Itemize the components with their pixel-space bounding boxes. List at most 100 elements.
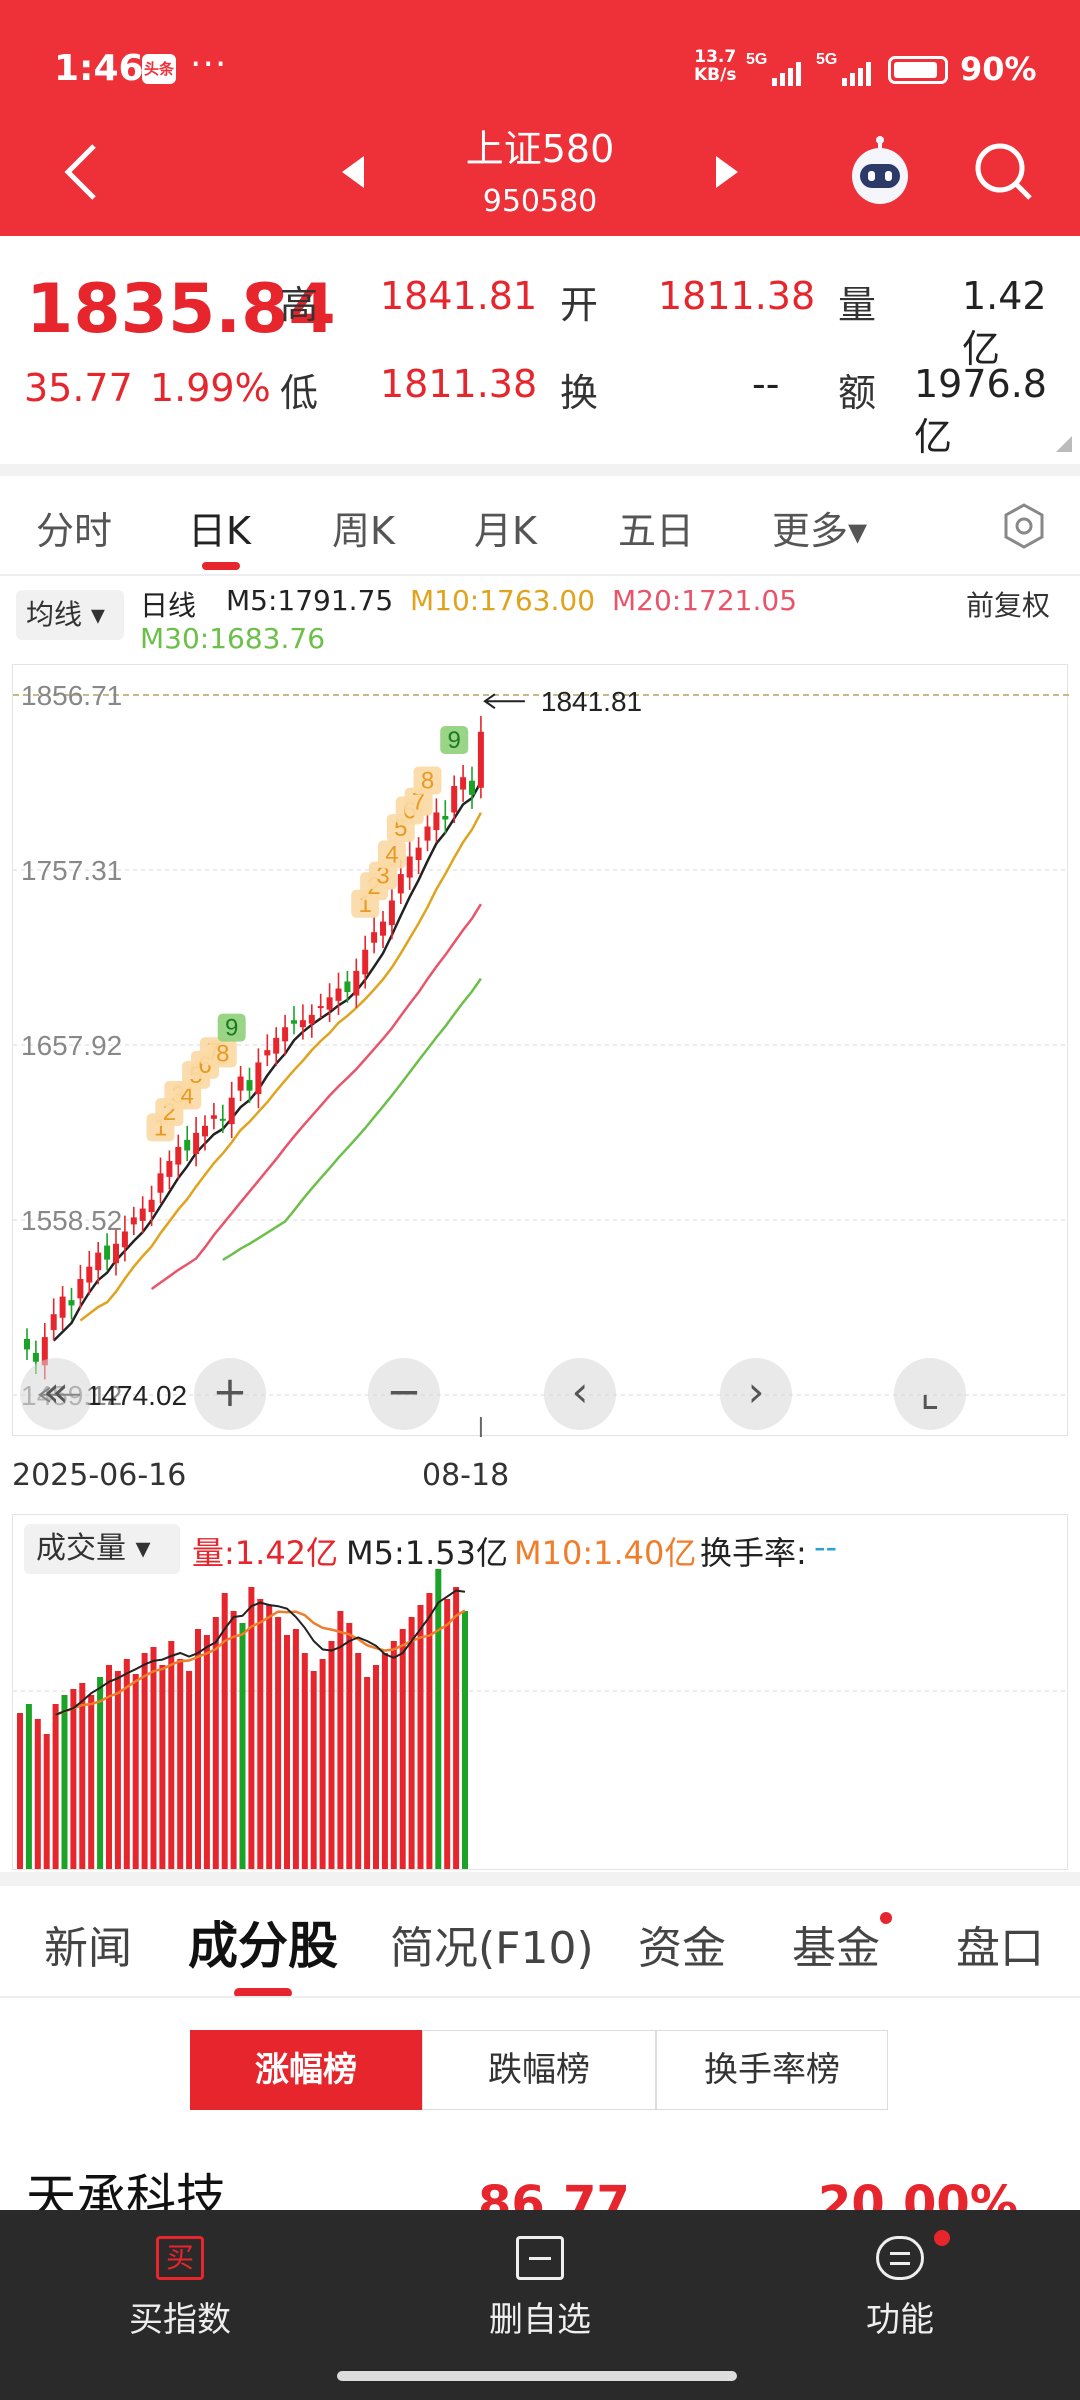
search-icon[interactable] (972, 140, 1036, 204)
robot-assistant-icon[interactable] (844, 136, 916, 208)
tab-fund[interactable]: 基金 (792, 1923, 880, 1974)
tab-funds-flow[interactable]: 资金 (638, 1923, 726, 1974)
candle (95, 1252, 102, 1271)
info-tab-active-indicator (234, 1988, 292, 1998)
volume-bar (426, 1593, 433, 1869)
page-title: 上证580 (465, 127, 615, 171)
candle (246, 1080, 253, 1091)
section-divider-2 (0, 1872, 1080, 1886)
tab-gainers[interactable]: 涨幅榜 (190, 2030, 422, 2110)
high-label: 高 (280, 283, 319, 327)
tab-losers[interactable]: 跌幅榜 (422, 2030, 656, 2110)
volume-bar (310, 1671, 317, 1869)
scroll-left-icon[interactable]: ‹ (544, 1358, 616, 1430)
candle (442, 815, 449, 820)
candle (148, 1199, 155, 1213)
candle (388, 900, 395, 926)
tab-turnover-rank[interactable]: 换手率榜 (656, 2030, 888, 2110)
buy-icon: 买 (156, 2236, 204, 2280)
candle (317, 1006, 324, 1009)
volume-bar (195, 1629, 201, 1869)
volume-m5: M5:1.53亿 (346, 1534, 509, 1572)
candle (406, 856, 413, 878)
bottom-action-bar: 买 买指数 删自选 功能 (0, 2210, 1080, 2400)
volume-bar (266, 1605, 273, 1869)
prev-index-icon[interactable] (338, 152, 368, 192)
volume-bar (257, 1599, 264, 1869)
buy-index-button[interactable]: 买 买指数 (0, 2210, 360, 2400)
candle (460, 777, 467, 790)
tab-weekly-k[interactable]: 周K (332, 509, 395, 553)
ma-m20: M20:1721.05 (612, 584, 798, 617)
volume-bar (79, 1683, 86, 1869)
volume-bar (168, 1641, 175, 1869)
turnover-label: 换 (560, 371, 599, 415)
volume-bar (52, 1704, 59, 1869)
current-price: 1835.84 (26, 270, 336, 349)
back-icon[interactable] (60, 140, 104, 204)
volume-selector[interactable]: 成交量 ▾ (24, 1524, 180, 1574)
tab-order-book[interactable]: 盘口 (956, 1923, 1044, 1974)
scroll-right-icon[interactable]: › (720, 1358, 792, 1430)
tab-intraday[interactable]: 分时 (36, 509, 113, 553)
volume-bar (390, 1641, 397, 1869)
setup-count-badge (377, 840, 406, 869)
tab-daily-k[interactable]: 日K (188, 509, 251, 553)
next-index-icon[interactable] (712, 152, 742, 192)
volume-bar (248, 1587, 255, 1869)
tab-news[interactable]: 新闻 (44, 1923, 132, 1974)
zoom-out-icon[interactable]: − (368, 1358, 440, 1430)
volume-bar (373, 1665, 379, 1869)
kline-chart[interactable]: 1856.711757.311657.921558.521459.1212345… (13, 665, 1069, 1437)
amount-label: 额 (838, 371, 877, 415)
scroll-left-fast-icon[interactable]: « (20, 1358, 92, 1430)
candle (41, 1337, 48, 1366)
volume-bar (417, 1605, 424, 1869)
app-header: 1:46 头条 ··· 13.7 KB/s 5G 5G 90% 上证580 95… (0, 0, 1080, 236)
y-tick-label: 1757.31 (21, 855, 122, 886)
candle (451, 786, 458, 813)
volume-bar (435, 1569, 442, 1869)
candle (77, 1279, 84, 1299)
functions-notification-dot (934, 2230, 950, 2246)
ma-m10: M10:1763.00 (410, 584, 596, 617)
fund-notification-dot (880, 1912, 892, 1924)
tab-more[interactable]: 更多▾ (772, 509, 868, 553)
tab-monthly-k[interactable]: 月K (474, 509, 537, 553)
tab-constituents[interactable]: 成分股 (188, 1917, 338, 1975)
volume-bar (70, 1689, 77, 1869)
volume-bar (97, 1677, 104, 1869)
volume-bar (444, 1599, 451, 1869)
volume-bar (150, 1647, 157, 1869)
volume-bar (177, 1659, 184, 1869)
setup-count-badge (404, 787, 433, 816)
kline-chart-frame[interactable]: 1856.711757.311657.921558.521459.1212345… (12, 664, 1069, 1437)
remove-watchlist-button[interactable]: 删自选 (360, 2210, 720, 2400)
signal-5g-label: 5G (746, 51, 767, 68)
candle (415, 847, 422, 860)
tab-five-day[interactable]: 五日 (618, 509, 695, 553)
volume-chart-frame[interactable] (12, 1514, 1069, 1871)
candle (50, 1314, 57, 1331)
volume-bar (141, 1653, 148, 1869)
volume-chart[interactable] (13, 1515, 1069, 1871)
functions-button[interactable]: 功能 (720, 2210, 1080, 2400)
setup-count-label: 9 (448, 727, 461, 754)
candle (32, 1352, 39, 1362)
adjust-mode[interactable]: 前复权 (966, 589, 1051, 622)
fullscreen-icon[interactable]: ⌞ (894, 1358, 966, 1430)
candle (184, 1139, 191, 1151)
zoom-in-icon[interactable]: + (194, 1358, 266, 1430)
setup-count-label: 3 (376, 863, 389, 890)
home-indicator[interactable] (337, 2371, 737, 2381)
volume-bar (43, 1734, 50, 1869)
expand-corner-icon[interactable] (1054, 434, 1074, 454)
ma-selector[interactable]: 均线 ▾ (16, 590, 124, 640)
settings-icon[interactable] (1002, 502, 1046, 550)
volume-bar (88, 1695, 95, 1869)
tab-f10-overview[interactable]: 简况(F10) (390, 1923, 594, 1974)
more-notifications-icon: ··· (190, 44, 228, 85)
volume-bar (221, 1593, 228, 1869)
setup-count-badge (208, 1039, 237, 1068)
candle (362, 949, 369, 975)
